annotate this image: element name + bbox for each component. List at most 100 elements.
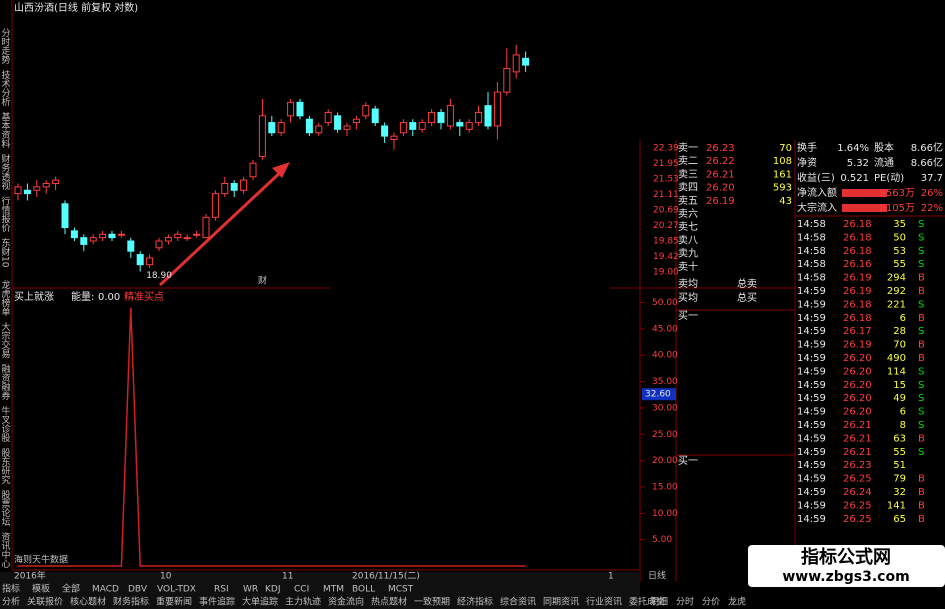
- indicator-tab[interactable]: BOLL: [352, 585, 375, 595]
- trade-volume: 55: [893, 447, 906, 458]
- flow-value: 8105万: [880, 203, 915, 214]
- candle-body: [89, 237, 97, 242]
- side-tab: 财务透视: [0, 153, 10, 191]
- candle-body: [117, 233, 125, 236]
- indicator-tab[interactable]: 模板: [32, 583, 50, 595]
- ask-label: 卖九: [678, 248, 698, 260]
- stat: 净资: [797, 156, 817, 169]
- trade-side: S: [918, 420, 924, 431]
- trade-price: 26.18: [843, 246, 872, 257]
- trade-volume: 221: [887, 299, 906, 310]
- y-tick-label: 20.00: [652, 456, 678, 466]
- trade-volume: 79: [893, 474, 906, 485]
- trade-volume: 141: [887, 500, 906, 511]
- window-title: 山西汾酒(日线 前复权 对数): [14, 1, 138, 14]
- candle-body: [164, 237, 172, 242]
- bottom-tab[interactable]: 综合资讯: [500, 596, 536, 608]
- candle-body: [108, 233, 116, 239]
- trade-volume: 50: [893, 232, 906, 243]
- stat: 1.64%: [837, 143, 869, 154]
- side-tab: 技术分析: [0, 69, 10, 107]
- trade-price: 26.20: [843, 407, 872, 418]
- ask-price: 26.20: [706, 183, 735, 194]
- right-tab[interactable]: 明细: [650, 596, 668, 608]
- date-label: 2016/11/15(二): [352, 572, 420, 582]
- candle-body: [155, 240, 163, 249]
- trade-side: S: [918, 232, 924, 243]
- indicator-tab[interactable]: WR: [243, 585, 258, 595]
- indicator-tab[interactable]: CCI: [294, 585, 309, 595]
- trade-time: 14:59: [797, 474, 826, 485]
- watermark-box: [748, 545, 945, 587]
- trade-price: 26.20: [843, 366, 872, 377]
- trade-side: S: [918, 299, 924, 310]
- ask-price: 26.22: [706, 156, 735, 167]
- bottom-tab[interactable]: 一致预期: [414, 596, 450, 608]
- candle-body: [334, 115, 342, 130]
- trade-price: 26.19: [843, 273, 872, 284]
- bottom-tab[interactable]: 事件追踪: [199, 596, 235, 608]
- bottom-tab[interactable]: 资金流向: [328, 596, 364, 608]
- flow-bar: [842, 189, 887, 197]
- candle-body: [418, 122, 426, 130]
- bottom-tab[interactable]: 同期资讯: [543, 597, 579, 608]
- candle-body: [42, 182, 50, 188]
- ask-label: 卖一: [678, 142, 698, 154]
- bottom-tab[interactable]: 大单追踪: [242, 596, 278, 608]
- indicator-tab[interactable]: 全部: [62, 583, 80, 595]
- bottom-tab[interactable]: 核心题材: [70, 596, 106, 608]
- price-label: 21.95: [653, 159, 679, 169]
- trade-side: B: [918, 340, 925, 351]
- bottom-tab[interactable]: 分析: [2, 596, 20, 608]
- indicator-tab[interactable]: MTM: [323, 585, 344, 595]
- bottom-tab[interactable]: 行业资讯: [586, 596, 622, 608]
- bottom-tab[interactable]: 经济指标: [457, 596, 493, 608]
- trade-volume: 53: [893, 246, 906, 257]
- indicator-tab[interactable]: VOL-TDX: [157, 585, 196, 595]
- indicator-tab[interactable]: DBV: [128, 585, 148, 595]
- indicator-tab[interactable]: KDJ: [265, 585, 281, 595]
- ask-label: 卖三: [678, 168, 698, 180]
- label: 买均: [678, 292, 698, 304]
- bottom-tab[interactable]: 委托成交: [629, 596, 665, 608]
- trade-price: 26.20: [843, 353, 872, 364]
- right-tab[interactable]: 分时: [676, 596, 694, 608]
- trade-price: 26.20: [843, 393, 872, 404]
- trade-volume: 35: [893, 219, 906, 230]
- candle-body: [371, 108, 379, 124]
- trade-side: S: [918, 393, 924, 404]
- tab-strip: [0, 572, 640, 609]
- indicator-line: [18, 307, 526, 567]
- bottom-tab[interactable]: 关联报价: [27, 596, 63, 608]
- date-label: 11: [282, 572, 293, 582]
- candle-body: [352, 118, 360, 124]
- indicator-tab[interactable]: 指标: [2, 583, 20, 595]
- stat: 0.521: [840, 173, 869, 184]
- side-tab: 融资融券: [0, 364, 10, 401]
- right-tab[interactable]: 分价: [702, 597, 720, 608]
- bottom-tab[interactable]: 热点题材: [371, 596, 407, 608]
- bottom-tab[interactable]: 主力轨迹: [285, 596, 321, 608]
- indicator-tab[interactable]: RSI: [214, 585, 229, 595]
- trade-side: S: [918, 447, 924, 458]
- trade-price: 26.18: [843, 219, 872, 230]
- candle-body: [240, 179, 248, 191]
- trade-time: 14:59: [797, 393, 826, 404]
- trade-volume: 490: [887, 353, 906, 364]
- indicator-footer: 海则天牛数据: [14, 554, 68, 566]
- stat: 8.66亿: [911, 156, 943, 169]
- bottom-tab[interactable]: 重要新闻: [156, 596, 192, 608]
- date-label: 10: [160, 572, 172, 582]
- price-label: 19.42: [653, 252, 679, 262]
- price-label: 20.27: [653, 221, 679, 231]
- indicator-tab[interactable]: MACD: [92, 585, 119, 595]
- right-tab[interactable]: 龙虎: [728, 596, 746, 608]
- indicator-tab[interactable]: MCST: [388, 585, 414, 595]
- bottom-tab[interactable]: 财务指标: [113, 596, 149, 608]
- trade-time: 14:59: [797, 299, 826, 310]
- trade-price: 26.24: [843, 487, 872, 498]
- label: 总卖: [737, 277, 757, 290]
- ask-label: 卖七: [678, 221, 698, 233]
